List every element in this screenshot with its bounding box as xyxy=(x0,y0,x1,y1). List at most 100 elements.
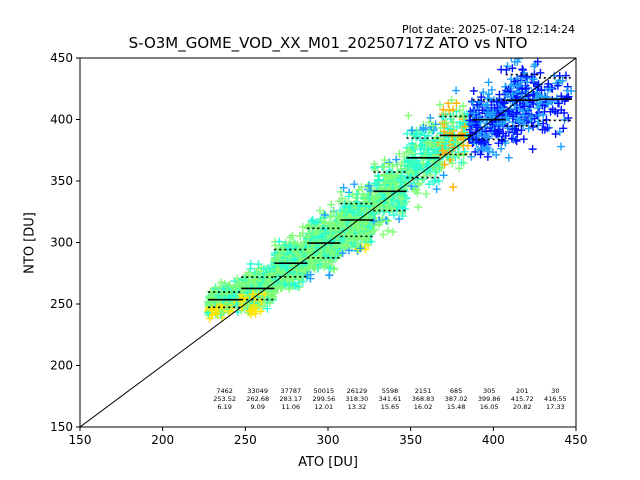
scatter-point xyxy=(232,285,241,294)
scatter-point xyxy=(514,58,523,63)
scatter-point xyxy=(312,228,321,237)
scatter-point xyxy=(379,162,388,171)
scatter-point xyxy=(417,165,426,174)
scatter-point xyxy=(273,264,282,273)
scatter-point xyxy=(487,85,496,94)
scatter-point xyxy=(453,122,462,131)
scatter-point xyxy=(205,314,214,323)
x-axis-label: ATO [DU] xyxy=(298,455,358,470)
scatter-point xyxy=(483,143,492,152)
scatter-point xyxy=(567,87,576,96)
scatter-point xyxy=(345,212,354,221)
scatter-point xyxy=(250,300,259,309)
y-tick-label: 400 xyxy=(50,113,73,127)
scatter-point xyxy=(419,172,428,181)
scatter-point xyxy=(403,129,412,138)
scatter-point xyxy=(543,123,552,132)
scatter-point xyxy=(551,107,560,116)
scatter-point xyxy=(384,216,393,225)
bin-mean-label: 416.55 xyxy=(544,395,567,403)
scatter-point xyxy=(353,235,362,244)
bin-std-label: 20.82 xyxy=(513,403,532,411)
scatter-point xyxy=(425,180,434,189)
scatter-point xyxy=(395,149,404,158)
scatter-point xyxy=(551,129,560,138)
bin-count-label: 37787 xyxy=(280,387,301,395)
scatter-point xyxy=(326,212,335,221)
bin-count-label: 33049 xyxy=(247,387,268,395)
scatter-point xyxy=(476,150,485,159)
scatter-point xyxy=(248,306,257,315)
bin-mean-label: 341.61 xyxy=(379,395,402,403)
scatter-point xyxy=(439,171,448,180)
scatter-point xyxy=(256,307,265,316)
scatter-point xyxy=(410,159,419,168)
scatter-point xyxy=(398,212,407,221)
scatter-point xyxy=(325,271,334,280)
scatter-point xyxy=(332,225,341,234)
scatter-point xyxy=(398,177,407,186)
scatter-point xyxy=(315,206,324,215)
scatter-point xyxy=(524,124,533,133)
scatter-point xyxy=(318,215,327,224)
scatter-point xyxy=(342,198,351,207)
scatter-point xyxy=(493,119,502,128)
scatter-point xyxy=(503,92,512,101)
scatter-point xyxy=(438,146,447,155)
scatter-point xyxy=(367,237,376,246)
scatter-point xyxy=(495,90,504,99)
scatter-point xyxy=(557,142,566,151)
scatter-point xyxy=(473,100,482,109)
scatter-point xyxy=(553,81,562,90)
scatter-point xyxy=(303,247,312,256)
scatter-point xyxy=(452,99,461,108)
scatter-point xyxy=(432,185,441,194)
scatter-point xyxy=(505,107,514,116)
scatter-point xyxy=(479,88,488,97)
scatter-point xyxy=(285,284,294,293)
scatter-point xyxy=(504,153,513,162)
scatter-point xyxy=(254,260,263,269)
scatter-point xyxy=(275,237,284,246)
bin-mean-label: 253.52 xyxy=(213,395,236,403)
scatter-point xyxy=(455,164,464,173)
scatter-point xyxy=(483,152,492,161)
bin-mean-label: 299.56 xyxy=(312,395,335,403)
scatter-point xyxy=(286,244,295,253)
scatter-point xyxy=(435,100,444,109)
scatter-point xyxy=(307,217,316,226)
scatter-point xyxy=(310,264,319,273)
scatter-point xyxy=(248,271,257,280)
scatter-point xyxy=(387,200,396,209)
scatter-point xyxy=(338,249,347,258)
scatter-point xyxy=(346,201,355,210)
scatter-point xyxy=(518,85,527,94)
scatter-point xyxy=(272,283,281,292)
scatter-point xyxy=(507,134,516,143)
scatter-point xyxy=(220,279,229,288)
x-axis-ticks: 150 200 250 300 350 400 450 xyxy=(69,427,587,447)
bin-count-label: 30 xyxy=(551,387,559,395)
scatter-point xyxy=(329,208,338,217)
bin-std-label: 11.06 xyxy=(281,403,300,411)
bin-count-label: 50015 xyxy=(314,387,335,395)
plot-date: Plot date: 2025-07-18 12:14:24 xyxy=(401,23,575,36)
scatter-point xyxy=(508,90,517,99)
scatter-point xyxy=(519,111,528,120)
scatter-point xyxy=(396,165,405,174)
scatter-point xyxy=(370,160,379,169)
scatter-point xyxy=(312,243,321,252)
scatter-point xyxy=(470,109,479,118)
scatter-point xyxy=(255,283,264,292)
scatter-point xyxy=(379,230,388,239)
scatter-point xyxy=(393,160,402,169)
scatter-point xyxy=(510,58,512,61)
bin-std-label: 17.33 xyxy=(546,403,565,411)
scatter-point xyxy=(443,153,452,162)
scatter-point xyxy=(306,270,315,279)
bin-std-label: 6.19 xyxy=(217,403,231,411)
scatter-point xyxy=(447,96,456,105)
scatter-point xyxy=(539,119,548,128)
scatter-point xyxy=(384,201,393,210)
